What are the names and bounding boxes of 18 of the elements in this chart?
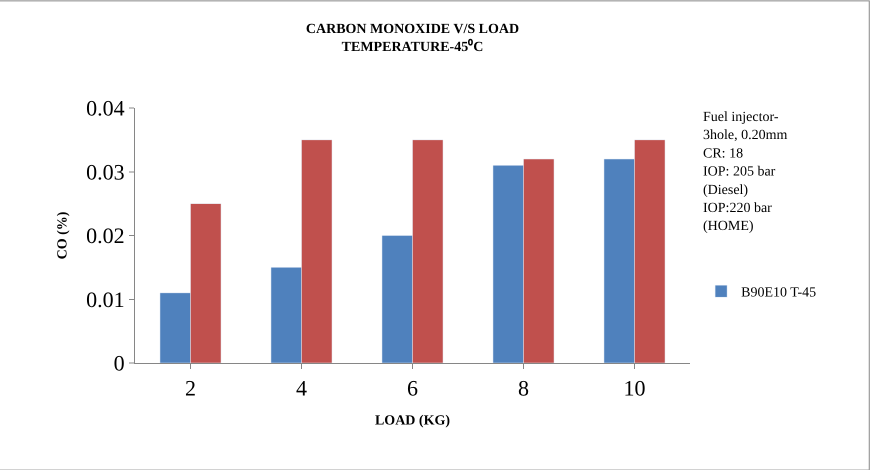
y-axis-title: CO (%) <box>56 211 71 260</box>
x-tick-label: 4 <box>296 375 307 400</box>
text: Fuel injector-3hole, 0.20mm <box>703 110 788 144</box>
chart-title: CARBON MONOXIDE V/S LOAD TEMPERATURE-45⁰C <box>306 22 520 56</box>
legend-label: B90E10 T-45 <box>741 286 816 301</box>
x-tick-label: 6 <box>407 375 418 400</box>
y-tick-label: 0.03 <box>86 159 125 184</box>
y-tick-label: 0 <box>114 350 125 376</box>
y-tick-label: 0.01 <box>86 286 125 312</box>
y-tick-label: 0.02 <box>86 223 125 248</box>
text: IOP:220 bar (HOME) <box>703 201 772 234</box>
x-tick-label: 8 <box>518 375 529 400</box>
text: CR: 18 <box>703 146 744 162</box>
y-tick-label: 0.04 <box>86 96 125 121</box>
x-tick-label: 10 <box>624 375 646 400</box>
x-axis-title: LOAD (KG) <box>374 414 450 429</box>
x-tick-label: 2 <box>185 375 196 400</box>
text: IOP: 205 bar (Diesel) <box>703 164 776 198</box>
